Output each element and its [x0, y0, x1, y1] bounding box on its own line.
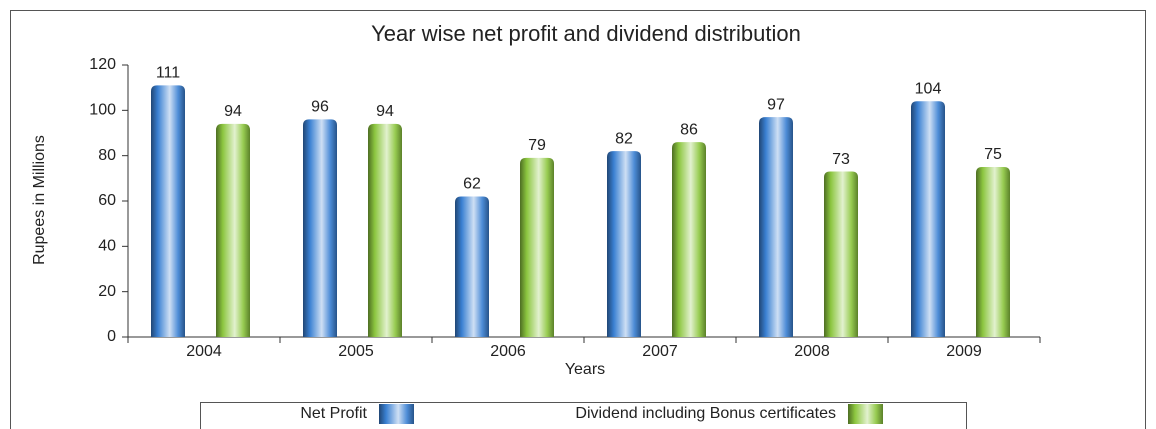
data-label: 104	[915, 80, 942, 97]
y-tick-label: 100	[89, 102, 116, 119]
bar	[976, 167, 1010, 337]
bar	[303, 119, 337, 338]
x-tick-label: 2004	[186, 343, 222, 360]
data-label: 75	[984, 146, 1002, 163]
bar	[824, 171, 858, 337]
data-label: 94	[224, 103, 242, 120]
bar	[455, 196, 489, 337]
bar	[368, 123, 402, 337]
bar	[520, 157, 554, 337]
y-tick-label: 60	[98, 192, 116, 209]
y-tick-label: 40	[98, 238, 116, 255]
legend-label: Dividend including Bonus certificates	[575, 405, 836, 422]
bar	[911, 101, 945, 338]
bar	[672, 142, 706, 337]
data-label: 96	[311, 99, 329, 116]
x-axis-label: Years	[565, 361, 605, 378]
data-label: 79	[528, 137, 546, 154]
chart-frame	[10, 10, 1146, 429]
x-tick-label: 2007	[642, 343, 678, 360]
data-label: 94	[376, 103, 394, 120]
bar	[216, 123, 250, 337]
data-label: 73	[832, 151, 850, 168]
x-tick-label: 2006	[490, 343, 526, 360]
x-tick-label: 2005	[338, 343, 374, 360]
bar	[759, 117, 793, 337]
y-axis-label: Rupees in Millions	[31, 135, 48, 265]
y-tick-label: 80	[98, 147, 116, 164]
x-tick-label: 2008	[794, 343, 830, 360]
legend-swatch	[379, 404, 414, 424]
data-label: 111	[156, 65, 180, 82]
bar	[151, 85, 185, 338]
chart-title: Year wise net profit and dividend distri…	[371, 21, 801, 46]
data-label: 82	[615, 130, 633, 147]
x-tick-label: 2009	[946, 343, 982, 360]
y-tick-label: 0	[107, 328, 116, 345]
legend-swatch	[848, 404, 883, 424]
data-label: 97	[767, 96, 785, 113]
legend-box	[200, 402, 967, 429]
y-tick-label: 120	[89, 56, 116, 73]
data-label: 62	[463, 176, 481, 193]
bar	[607, 151, 641, 337]
data-label: 86	[680, 121, 698, 138]
legend-label: Net Profit	[300, 405, 367, 422]
y-tick-label: 20	[98, 283, 116, 300]
